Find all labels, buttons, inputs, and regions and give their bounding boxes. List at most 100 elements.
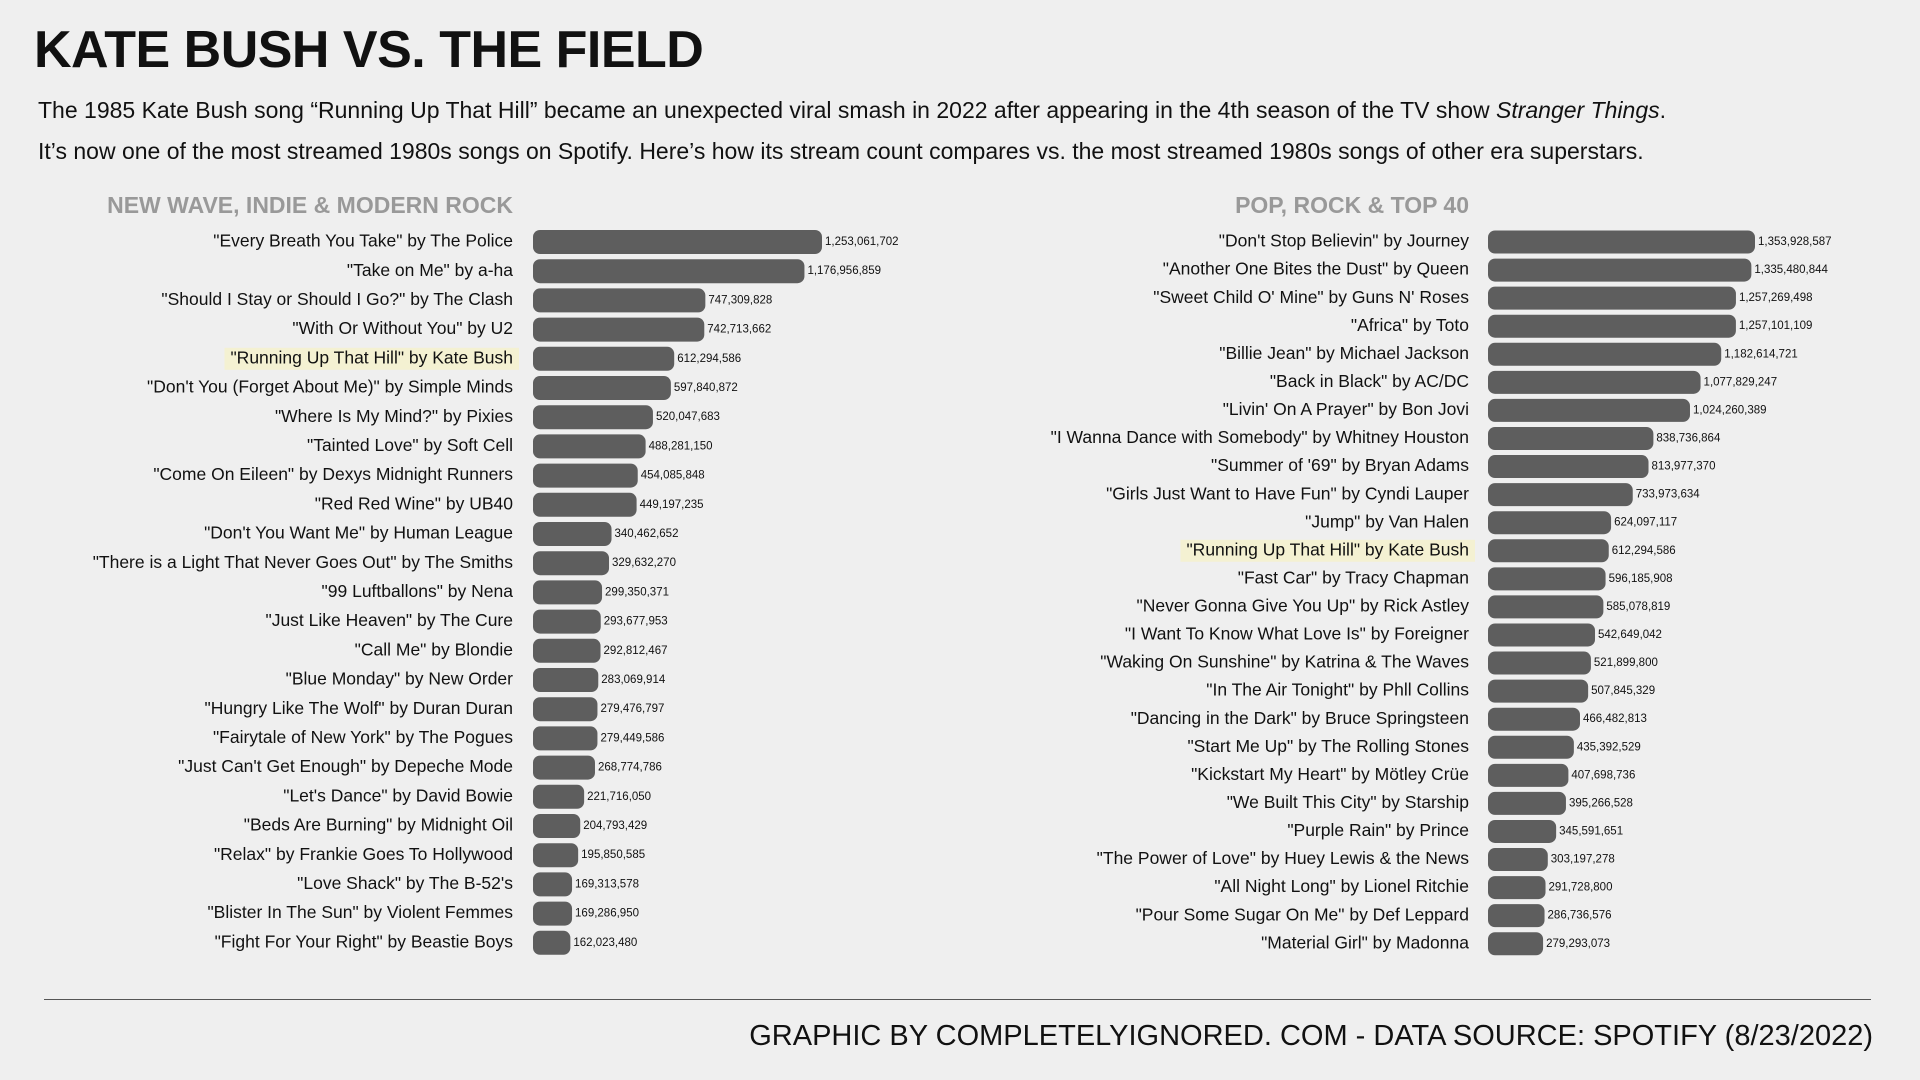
category-label: "Should I Stay or Should I Go?" by The C… — [161, 289, 513, 309]
section-title: POP, ROCK & TOP 40 — [1235, 192, 1469, 218]
category-label: "The Power of Love" by Huey Lewis & the … — [1097, 848, 1470, 868]
value-label: 221,716,050 — [587, 791, 651, 803]
bar — [533, 492, 637, 517]
category-label: "Billie Jean" by Michael Jackson — [1219, 343, 1469, 363]
value-label: 268,774,786 — [598, 762, 662, 774]
bar — [1488, 511, 1612, 535]
category-label: "Livin' On A Prayer" by Bon Jovi — [1223, 399, 1469, 419]
value-label: 507,845,329 — [1591, 685, 1655, 697]
section-title: NEW WAVE, INDIE & MODERN ROCK — [107, 192, 513, 218]
category-label: "Red Red Wine" by UB40 — [315, 493, 513, 513]
bar — [533, 434, 646, 459]
category-label: "Dancing in the Dark" by Bruce Springste… — [1131, 708, 1469, 728]
category-label: "Just Like Heaven" by The Cure — [265, 610, 513, 630]
value-label: 395,266,528 — [1569, 797, 1633, 809]
value-label: 279,476,797 — [600, 703, 664, 715]
bar — [533, 288, 706, 313]
value-label: 340,462,652 — [615, 528, 679, 540]
bar — [1488, 539, 1609, 563]
value-label: 624,097,117 — [1614, 517, 1677, 529]
bar — [533, 580, 603, 605]
bar — [533, 901, 573, 926]
bar — [533, 609, 601, 634]
category-label: "Hungry Like The Wolf" by Duran Duran — [205, 698, 513, 718]
value-label: 293,677,953 — [604, 616, 668, 628]
value-label: 1,335,480,844 — [1754, 264, 1828, 276]
value-label: 1,257,101,109 — [1739, 320, 1813, 332]
value-label: 466,482,813 — [1583, 713, 1647, 725]
value-label: 162,023,480 — [573, 937, 637, 949]
value-label: 1,257,269,498 — [1739, 292, 1813, 304]
value-label: 286,736,576 — [1548, 910, 1612, 922]
value-label: 329,632,270 — [612, 557, 676, 569]
category-label: "Purple Rain" by Prince — [1287, 820, 1469, 840]
category-label: "Summer of '69" by Bryan Adams — [1211, 455, 1469, 475]
category-label: "I Wanna Dance with Somebody" by Whitney… — [1051, 427, 1469, 447]
category-label: "With Or Without You" by U2 — [292, 318, 513, 338]
bar — [1488, 791, 1566, 815]
bar — [1488, 370, 1701, 394]
value-label: 742,713,662 — [707, 324, 771, 336]
subtitle-text: The 1985 Kate Bush song “Running Up That… — [38, 97, 1496, 123]
value-label: 612,294,586 — [1612, 545, 1676, 557]
bar — [533, 872, 573, 897]
bar — [1488, 455, 1649, 479]
category-label: "In The Air Tonight" by Phll Collins — [1206, 680, 1469, 700]
category-label: "Tainted Love" by Soft Cell — [307, 435, 513, 455]
bar — [533, 784, 585, 809]
bar — [533, 463, 638, 488]
bar — [1488, 286, 1736, 310]
page-title: KATE BUSH VS. THE FIELD — [34, 21, 704, 79]
category-label: "Blister In The Sun" by Violent Femmes — [207, 902, 513, 922]
bar — [533, 697, 598, 722]
category-label: "Fairytale of New York" by The Pogues — [213, 727, 513, 747]
subtitle-line: The 1985 Kate Bush song “Running Up That… — [38, 97, 1666, 124]
value-label: 521,899,800 — [1594, 657, 1658, 669]
highlight — [1180, 539, 1475, 562]
value-label: 449,197,235 — [640, 499, 704, 511]
value-label: 204,793,429 — [583, 820, 647, 832]
bar — [533, 376, 671, 400]
value-label: 291,728,800 — [1549, 882, 1613, 894]
category-label: "Start Me Up" by The Rolling Stones — [1187, 736, 1469, 756]
value-label: 597,840,872 — [674, 382, 738, 394]
value-label: 612,294,586 — [677, 353, 741, 365]
value-label: 813,977,370 — [1652, 461, 1716, 473]
bar — [1488, 426, 1654, 450]
bar — [533, 405, 653, 430]
category-label: "Blue Monday" by New Order — [286, 669, 514, 689]
value-label: 488,281,150 — [649, 440, 713, 452]
footer: GRAPHIC BY COMPLETELYIGNORED. COM - DATA… — [749, 1020, 1873, 1052]
category-label: "Back in Black" by AC/DC — [1270, 371, 1469, 391]
category-label: "Just Can't Get Enough" by Depeche Mode — [178, 756, 513, 776]
subtitle-line: It’s now one of the most streamed 1980s … — [38, 138, 1644, 164]
category-label: "Jump" by Van Halen — [1305, 511, 1469, 531]
category-label: "Material Girl" by Madonna — [1261, 932, 1469, 952]
value-label: 292,812,467 — [604, 645, 668, 657]
bar — [533, 930, 571, 955]
bar — [533, 814, 581, 838]
bar — [1488, 595, 1604, 619]
value-label: 733,973,634 — [1636, 489, 1701, 501]
category-label: "Beds Are Burning" by Midnight Oil — [244, 815, 513, 835]
bar — [1488, 230, 1755, 254]
value-label: 1,024,260,389 — [1693, 404, 1767, 416]
value-label: 585,078,819 — [1606, 601, 1670, 613]
category-label: "Fast Car" by Tracy Chapman — [1238, 567, 1469, 587]
bar — [533, 755, 595, 780]
bar — [533, 668, 599, 692]
bar — [1488, 707, 1580, 731]
category-label: "Fight For Your Right" by Beastie Boys — [215, 931, 514, 951]
category-label: "There is a Light That Never Goes Out" b… — [93, 552, 514, 572]
bar — [1488, 623, 1596, 647]
bar — [1488, 679, 1589, 703]
value-label: 1,077,829,247 — [1704, 376, 1778, 388]
highlight — [224, 347, 519, 370]
bar — [1488, 483, 1633, 507]
category-label: "Take on Me" by a-ha — [347, 260, 513, 280]
value-label: 1,253,061,702 — [825, 236, 899, 248]
subtitle-italic: Stranger Things — [1495, 97, 1660, 123]
value-label: 596,185,908 — [1609, 573, 1673, 585]
